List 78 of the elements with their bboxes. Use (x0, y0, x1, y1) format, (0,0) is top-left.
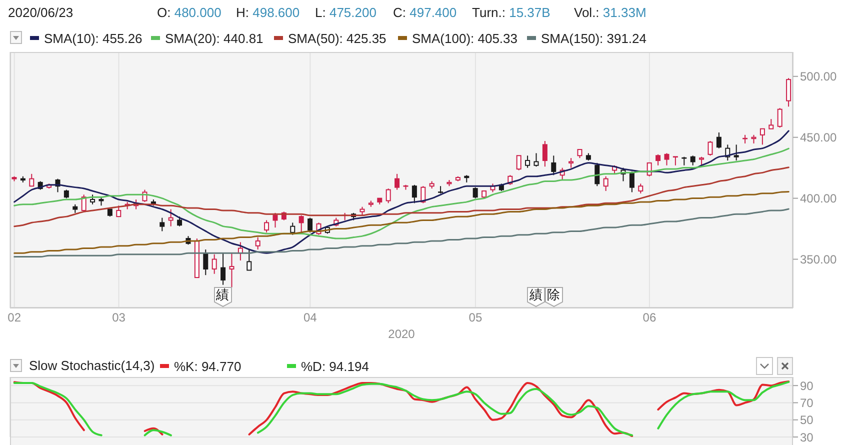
line-series (14, 166, 790, 228)
x-tick-label: 06 (642, 310, 656, 325)
candlestick (638, 183, 644, 194)
x-tick-label: 03 (112, 310, 126, 325)
candlestick (81, 194, 86, 211)
legend-label: %D: 94.194 (301, 358, 369, 374)
line-series (14, 148, 790, 240)
legend-label: SMA(100): 405.33 (412, 30, 518, 46)
candlestick (672, 156, 679, 166)
line-series (14, 130, 790, 254)
text: L: 475.200 (315, 5, 376, 20)
text: Vol.: 31.33M (574, 5, 646, 20)
y-tick-label: 500.00 (800, 70, 838, 84)
y-tick-label: 400.00 (800, 192, 838, 206)
candlestick (603, 176, 608, 192)
candlestick (90, 194, 96, 205)
y-tick-label: 450.00 (800, 130, 838, 145)
candlestick (160, 217, 165, 232)
y-tick-label: 70 (800, 396, 814, 410)
candlestick (734, 144, 739, 161)
legend-label: SMA(50): 425.35 (288, 30, 386, 46)
candlestick (272, 212, 278, 228)
candlestick (246, 248, 252, 271)
candlestick (768, 118, 774, 130)
legend-label: %K: 94.770 (174, 358, 242, 374)
candlestick (777, 108, 782, 128)
candlestick (690, 155, 696, 166)
candlestick (264, 220, 270, 233)
candlestick (29, 173, 34, 187)
candlestick (629, 170, 634, 193)
candlestick (203, 248, 208, 276)
chart-title: Slow Stochastic(14,3) (29, 358, 155, 373)
legend-label: SMA(150): 391.24 (541, 30, 647, 46)
x-axis-title: 2020 (388, 327, 416, 341)
y-tick-label: 350.00 (800, 252, 838, 266)
candlestick (708, 140, 713, 156)
y-tick-label: 30 (800, 430, 814, 444)
text: C: 497.400 (393, 5, 457, 20)
candlestick (716, 132, 722, 149)
candlestick (472, 186, 478, 199)
text: Turn.: 15.37B (472, 5, 550, 20)
chart-title: 2020/06/23 (8, 5, 74, 20)
candlestick (116, 205, 122, 218)
candlestick (220, 252, 226, 286)
x-tick-label: 05 (468, 310, 482, 325)
text: H: 498.600 (236, 5, 300, 20)
candlestick (298, 214, 304, 233)
candlestick (420, 186, 426, 204)
x-tick-label: 02 (8, 310, 22, 325)
candlestick (412, 184, 417, 204)
candlestick (534, 152, 539, 168)
text: O: 480.000 (157, 5, 222, 20)
candlestick (212, 254, 217, 274)
candlestick (229, 252, 234, 288)
y-tick-label: 90 (800, 378, 814, 393)
candlestick (177, 216, 182, 227)
annotation: 績 (529, 287, 542, 303)
candlestick (394, 173, 400, 190)
legend-label: SMA(10): 455.26 (44, 30, 142, 46)
annotation: 除 (546, 287, 560, 303)
candlestick (308, 217, 313, 233)
candlestick (525, 155, 530, 168)
candlestick (386, 188, 391, 204)
candlestick (551, 155, 556, 176)
candlestick (542, 140, 548, 168)
x-tick-label: 04 (303, 310, 318, 325)
candlestick (656, 154, 661, 166)
candlestick (760, 128, 765, 146)
annotation: 績 (216, 287, 230, 303)
candlestick (168, 208, 174, 227)
candlestick (664, 152, 670, 166)
legend-label: SMA(20): 440.81 (165, 30, 264, 46)
y-tick-label: 50 (800, 413, 814, 428)
candlestick (290, 222, 296, 236)
candlestick (568, 158, 574, 168)
candlestick (516, 155, 522, 171)
line-series (14, 191, 790, 254)
candlestick (255, 236, 260, 250)
